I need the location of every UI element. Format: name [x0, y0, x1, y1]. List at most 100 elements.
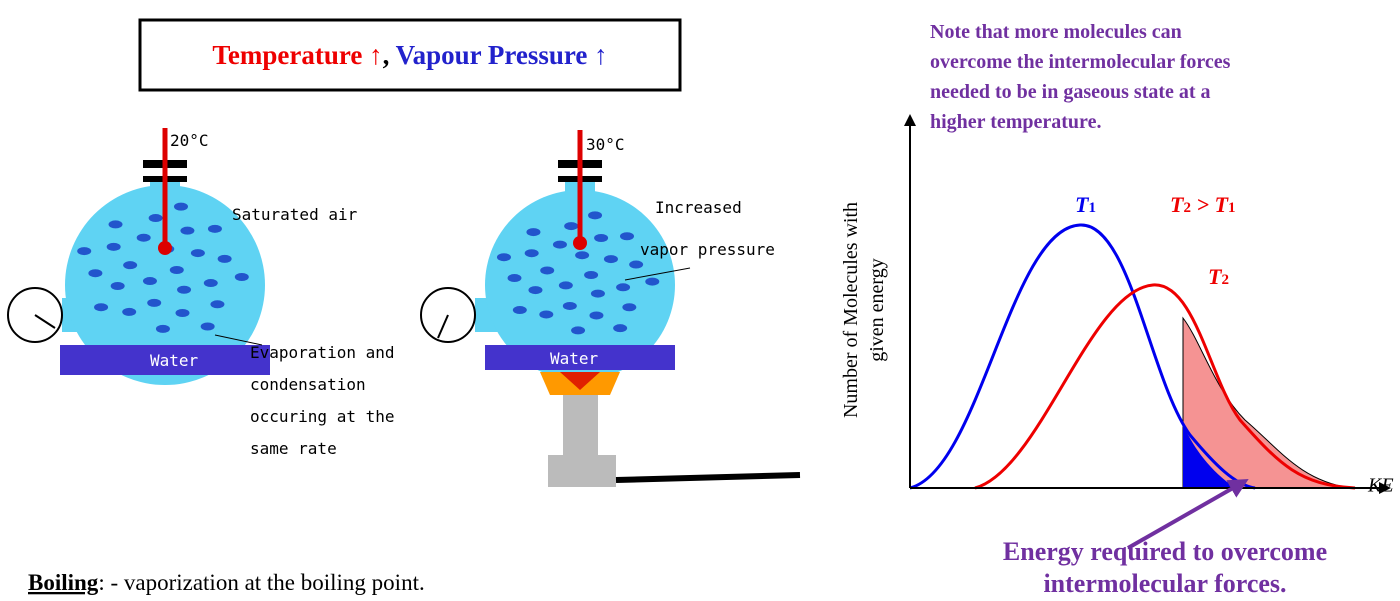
molecule: [177, 285, 192, 294]
y-label: Number of Molecules with given energy: [840, 202, 888, 418]
molecule: [148, 214, 163, 223]
note-line: condensation: [250, 375, 366, 394]
molecule: [564, 222, 579, 231]
molecule: [590, 289, 605, 298]
thermometer-bulb: [158, 241, 172, 255]
note-line: needed to be in gaseous state at a: [930, 81, 1211, 103]
leader: [624, 267, 691, 281]
boiling-term: Boiling: [28, 570, 99, 595]
molecule: [122, 307, 137, 316]
boiling-text: : - vaporization at the boiling point.: [98, 570, 424, 595]
energy-label: Energy required to overcome intermolecula…: [1003, 537, 1327, 598]
molecule: [175, 309, 190, 318]
note: Note that more molecules can overcome the…: [930, 21, 1231, 133]
molecule: [496, 253, 511, 262]
note-line: Evaporation and: [250, 343, 395, 362]
note-line: Note that more molecules can: [930, 21, 1182, 43]
shaded-t1: [1183, 425, 1235, 488]
molecule: [88, 269, 103, 278]
water-label: Water: [550, 349, 599, 368]
molecule: [77, 247, 92, 256]
water-label: Water: [150, 351, 199, 370]
water: [60, 345, 270, 375]
t1-label: T1: [1075, 192, 1096, 217]
thermometer-bulb: [573, 236, 587, 250]
note-line: same rate: [250, 439, 337, 458]
molecule: [588, 211, 603, 220]
molecule: [207, 224, 222, 233]
note-line: overcome the intermolecular forces: [930, 51, 1231, 73]
molecule: [94, 303, 109, 312]
t: T: [1208, 264, 1223, 289]
op: >: [1191, 192, 1215, 217]
molecule: [594, 233, 609, 242]
molecule: [645, 277, 660, 286]
pressure: Vapour Pressure ↑: [396, 40, 608, 70]
label-line: Increased: [655, 198, 742, 217]
molecule: [217, 254, 232, 263]
t2-label: T2: [1208, 264, 1229, 289]
sub: 2: [1183, 200, 1191, 216]
energy-line: intermolecular forces.: [1043, 569, 1286, 598]
t: T: [1215, 192, 1230, 217]
shaded-t2: [1182, 316, 1351, 489]
molecule: [613, 324, 628, 333]
molecule: [512, 306, 527, 315]
curve-t1: [909, 223, 1256, 490]
flask-note: Evaporation and condensation occuring at t…: [250, 343, 395, 458]
molecule: [629, 260, 644, 269]
molecule: [584, 271, 599, 279]
comma: ,: [383, 40, 390, 70]
molecule: [180, 226, 195, 235]
molecule: [234, 273, 249, 282]
molecule: [528, 286, 543, 295]
molecule: [507, 274, 522, 283]
hose: [615, 472, 801, 483]
molecule: [155, 324, 170, 333]
gauge-needle: [437, 314, 449, 339]
molecule: [203, 279, 218, 288]
molecule: [110, 282, 125, 291]
molecule: [169, 266, 184, 274]
burner: [563, 395, 598, 460]
burner-base: [548, 455, 616, 487]
leader: [214, 334, 263, 346]
graph: Number of Molecules with given energy KE …: [840, 114, 1394, 598]
gauge-needle: [34, 314, 56, 329]
y-label-line: given energy: [866, 258, 888, 362]
molecule: [210, 300, 225, 309]
molecule: [575, 251, 590, 260]
temp-label: 30°C: [586, 135, 625, 154]
flask-2: 30°C Increased vapor pressure Water: [420, 130, 801, 487]
molecule: [589, 311, 604, 320]
molecule: [616, 283, 631, 292]
note-line: higher temperature.: [930, 111, 1101, 133]
t: T: [1075, 192, 1090, 217]
flame-core: [560, 372, 600, 390]
molecule: [526, 228, 541, 237]
molecule: [622, 303, 637, 312]
flask-label: Saturated air: [232, 205, 358, 224]
molecule: [571, 326, 586, 335]
boiling: Boiling: - vaporization at the boiling p…: [28, 570, 425, 595]
flask-label: Increased vapor pressure: [640, 198, 775, 259]
molecule: [603, 255, 618, 264]
molecule: [173, 202, 188, 211]
molecule: [108, 220, 123, 229]
t: T: [1170, 192, 1185, 217]
water: [485, 345, 675, 370]
flask-1: 20°C Saturated air Water Evaporation and…: [7, 128, 395, 458]
sub: 1: [1228, 200, 1236, 216]
molecule: [558, 281, 573, 290]
molecule: [552, 240, 567, 249]
note-line: occuring at the: [250, 407, 395, 426]
y-label-line: Number of Molecules with: [840, 202, 862, 418]
molecule: [106, 242, 121, 251]
molecule: [190, 249, 205, 258]
curve-t2: [974, 283, 1356, 490]
molecule: [540, 266, 555, 275]
energy-line: Energy required to overcome: [1003, 537, 1327, 566]
temp-label: 20°C: [170, 131, 209, 150]
box-text: Temperature ↑, Vapour Pressure ↑: [212, 40, 607, 70]
molecule: [123, 261, 138, 270]
